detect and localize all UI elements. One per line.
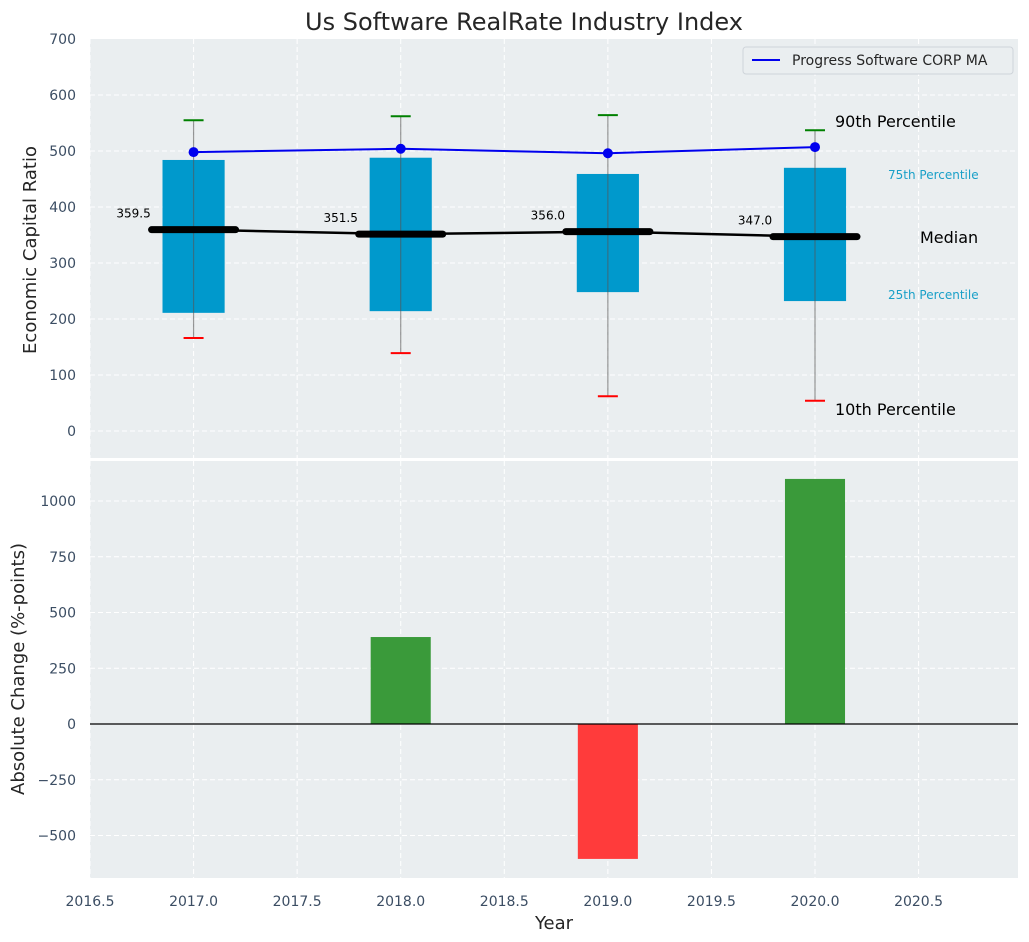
- top-y-tick-label: 500: [49, 144, 76, 160]
- bottom-y-tick-label: 0: [67, 717, 76, 733]
- legend-entry: Progress Software CORP MA: [792, 53, 988, 69]
- legend: Progress Software CORP MA: [742, 46, 1014, 75]
- annotation-25th: 25th Percentile: [888, 288, 979, 302]
- top-y-axis-ticks: 0 100 200 300 400 500 600 700: [49, 32, 76, 440]
- median-line: [193, 228, 816, 238]
- bottom-y-tick-label: −500: [38, 829, 76, 845]
- median-value-label: 351.5: [324, 211, 358, 225]
- x-tick-label: 2018.5: [480, 894, 529, 910]
- change-bar-2019: [577, 724, 638, 859]
- annotation-10th: 10th Percentile: [835, 400, 956, 419]
- annotation-90th: 90th Percentile: [835, 112, 956, 131]
- bottom-y-tick-label: 750: [49, 550, 76, 566]
- annotation-75th: 75th Percentile: [888, 168, 979, 182]
- ma-series-point: [810, 142, 820, 153]
- legend-box: [742, 46, 1014, 75]
- change-bar-2018: [370, 637, 431, 724]
- x-tick-label: 2019.5: [687, 894, 736, 910]
- x-axis-ticks: 2016.5 2017.0 2017.5 2018.0 2018.5 2019.0 2019…: [66, 894, 944, 910]
- top-y-axis-label: Economic Capital Ratio: [20, 146, 41, 354]
- x-axis-label: Year: [534, 913, 574, 934]
- bottom-panel: −500 −250 0 250 500 750 1000 2016.5 2017.0 2017.…: [8, 461, 1018, 934]
- box-plot-group: 359.5 351.5 356.0 347.0: [116, 114, 861, 402]
- x-tick-label: 2018.0: [376, 894, 425, 910]
- top-y-tick-label: 0: [67, 424, 76, 440]
- top-panel: 0 100 200 300 400 500 600 700 359.5 351.5 356.0 34…: [20, 32, 1018, 458]
- ma-series-point: [395, 143, 406, 154]
- bottom-plot-background: [90, 461, 1018, 878]
- top-y-tick-label: 300: [49, 256, 76, 272]
- top-y-tick-label: 100: [49, 368, 76, 384]
- bottom-y-tick-label: 250: [49, 661, 76, 677]
- top-y-tick-label: 600: [49, 88, 76, 104]
- top-y-tick-label: 200: [49, 312, 76, 328]
- median-value-label: 356.0: [531, 209, 565, 223]
- bottom-y-tick-label: 500: [49, 606, 76, 622]
- ma-series-line: [193, 146, 816, 155]
- percentile-annotations: 90th Percentile 75th Percentile Median 25th…: [835, 112, 979, 419]
- x-tick-label: 2017.0: [169, 894, 218, 910]
- bottom-y-tick-label: −250: [38, 773, 76, 789]
- x-tick-label: 2020.0: [791, 894, 840, 910]
- bottom-y-tick-label: 1000: [40, 494, 76, 510]
- change-bars: [370, 478, 846, 859]
- ma-series-point: [188, 147, 199, 158]
- median-value-label: 359.5: [116, 207, 150, 221]
- bottom-y-axis-ticks: −500 −250 0 250 500 750 1000: [38, 494, 76, 845]
- bottom-y-axis-label: Absolute Change (%-points): [8, 543, 29, 795]
- median-value-label: 347.0: [738, 214, 772, 228]
- annotation-median: Median: [920, 228, 978, 247]
- x-tick-label: 2017.5: [273, 894, 322, 910]
- x-tick-label: 2020.5: [894, 894, 943, 910]
- change-bar-2020: [784, 478, 846, 724]
- ma-series-point: [602, 148, 613, 159]
- chart-title: Us Software RealRate Industry Index: [305, 8, 743, 36]
- top-plot-background: [90, 39, 1018, 458]
- x-tick-label: 2016.5: [66, 894, 115, 910]
- x-tick-label: 2019.0: [583, 894, 632, 910]
- top-y-tick-label: 400: [49, 200, 76, 216]
- top-y-tick-label: 700: [49, 32, 76, 48]
